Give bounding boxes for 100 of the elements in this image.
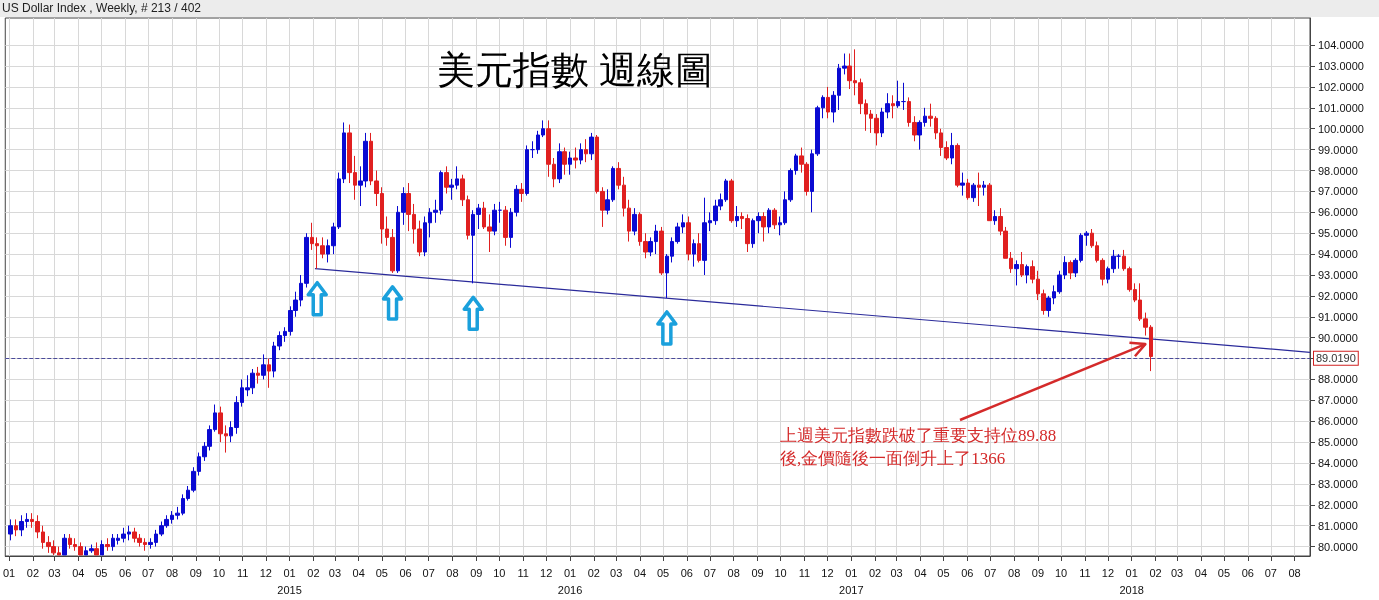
x-tick-label: 07 xyxy=(984,566,997,579)
candlestick xyxy=(960,172,965,197)
x-tick-label: 07 xyxy=(703,566,717,579)
candlestick xyxy=(772,207,777,230)
x-tick-label: 08 xyxy=(727,566,740,579)
x-tick-label: 10 xyxy=(493,566,506,579)
x-tick-label: 09 xyxy=(189,566,202,579)
candlestick xyxy=(729,178,734,224)
y-tick-label: 83.0000 xyxy=(1318,477,1358,490)
x-tick-label: 05 xyxy=(937,566,950,579)
candlestick xyxy=(1025,264,1029,284)
x-tick-label: 04 xyxy=(633,566,647,579)
x-tick-label: 01 2016 xyxy=(557,566,583,596)
x-tick-label: 07 xyxy=(422,566,435,579)
x-tick-label: 03 xyxy=(48,566,61,579)
x-tick-label: 02 xyxy=(26,566,40,579)
candlestick xyxy=(579,142,583,165)
x-tick-label: 10 xyxy=(774,566,787,579)
x-tick-label: 05 xyxy=(1217,566,1231,579)
x-tick-label: 03 xyxy=(328,566,342,579)
x-tick-label: 01 2018 xyxy=(1119,566,1144,596)
x-tick-label: 12 xyxy=(540,566,553,579)
candlestick xyxy=(891,94,895,119)
x-tick-label: 05 xyxy=(95,566,108,579)
x-tick-label: 04 xyxy=(352,566,365,579)
candlestick xyxy=(993,209,997,226)
text: 美元指數 週線圖 xyxy=(437,49,713,91)
candlestick xyxy=(498,201,502,224)
candlestick xyxy=(767,207,771,234)
candlestick xyxy=(966,178,970,201)
x-tick-label: 07 xyxy=(142,566,155,579)
y-tick-label: 104.0000 xyxy=(1318,39,1364,52)
y-tick-label: 94.0000 xyxy=(1318,248,1358,261)
y-tick-label: 96.0000 xyxy=(1318,206,1358,219)
x-tick-label: 12 xyxy=(1101,566,1115,579)
candlestick xyxy=(950,132,954,165)
y-tick-label: 100.0000 xyxy=(1318,122,1364,135)
candlestick xyxy=(568,151,572,176)
candlestick xyxy=(503,205,508,247)
candlestick xyxy=(519,182,524,203)
candlestick xyxy=(735,205,739,228)
y-tick-label: 92.0000 xyxy=(1318,289,1358,302)
candlestick xyxy=(982,180,986,197)
x-tick-label: 11 xyxy=(1079,566,1091,579)
ref-line-label: 89.0190 xyxy=(1316,352,1356,365)
candlestick xyxy=(584,138,588,163)
candlestick xyxy=(62,533,67,556)
y-tick-label: 80.0000 xyxy=(1318,540,1358,553)
y-tick-label: 81.0000 xyxy=(1318,519,1358,532)
y-tick-label: 87.0000 xyxy=(1318,394,1358,407)
candlestick xyxy=(896,80,900,109)
y-tick-label: 86.0000 xyxy=(1318,415,1358,428)
x-tick-label: 10 xyxy=(212,566,226,579)
candlestick xyxy=(686,215,691,261)
candlestick xyxy=(692,238,696,268)
candlestick xyxy=(100,539,104,556)
candlestick xyxy=(1020,251,1024,278)
y-tick-label: 91.0000 xyxy=(1318,310,1358,323)
x-tick-label: 12 xyxy=(821,566,834,579)
x-tick-label: 08 xyxy=(165,566,179,579)
x-tick-label: 02 xyxy=(1149,566,1162,579)
y-tick-label: 99.0000 xyxy=(1318,143,1358,156)
y-tick-label: 85.0000 xyxy=(1318,436,1358,449)
y-tick-label: 97.0000 xyxy=(1318,185,1358,198)
candlestick xyxy=(573,147,578,169)
y-tick-label: 98.0000 xyxy=(1318,164,1358,177)
candlestick xyxy=(1068,259,1073,280)
x-tick-label: 09 xyxy=(751,566,764,579)
x-tick-label: 10 xyxy=(1054,566,1068,579)
candlestick xyxy=(632,207,637,236)
x-tick-label: 02 xyxy=(587,566,600,579)
x-tick-label: 11 xyxy=(517,566,529,579)
x-tick-label: 04 xyxy=(1194,566,1208,579)
candlestick xyxy=(1014,259,1019,286)
x-tick-label: 04 xyxy=(914,566,927,579)
candlestick xyxy=(761,211,766,243)
candlestick xyxy=(525,144,529,197)
y-tick-label: 102.0000 xyxy=(1318,80,1364,93)
x-tick-label: 06 xyxy=(680,566,693,579)
candlestick xyxy=(987,182,992,222)
candlestick xyxy=(557,142,562,184)
x-tick-label: 05 xyxy=(656,566,670,579)
candlestick xyxy=(94,541,99,556)
x-tick-label: 04 xyxy=(72,566,85,579)
y-tick-label: 82.0000 xyxy=(1318,498,1358,511)
annotation: 上週美元指數跌破了重要支持位89.88 後,金價隨後一面倒升上了1366 xyxy=(780,425,1057,470)
x-tick-label: 07 xyxy=(1264,566,1277,579)
x-tick-label: 11 xyxy=(798,566,811,579)
x-tick-label: 08 xyxy=(1008,566,1021,579)
x-tick-label: 06 xyxy=(119,566,132,579)
candlestick xyxy=(267,358,271,389)
y-tick-label: 84.0000 xyxy=(1318,457,1358,470)
x-tick-label: 06 xyxy=(399,566,412,579)
x-tick-label: 03 xyxy=(610,566,623,579)
x-tick-label: 01 xyxy=(2,566,16,579)
candlestick xyxy=(256,366,260,385)
candlestick xyxy=(14,518,18,537)
x-tick-label: 02 xyxy=(307,566,320,579)
y-tick-label: 101.0000 xyxy=(1318,101,1364,114)
candlestick xyxy=(901,82,906,111)
